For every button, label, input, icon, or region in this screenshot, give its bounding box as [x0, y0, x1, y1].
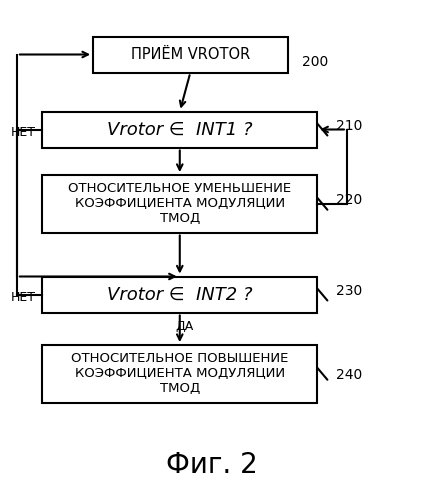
Text: 240: 240: [336, 368, 363, 382]
FancyBboxPatch shape: [42, 345, 317, 403]
Text: 200: 200: [302, 56, 329, 70]
FancyBboxPatch shape: [42, 276, 317, 312]
FancyBboxPatch shape: [42, 175, 317, 233]
Text: ДА: ДА: [175, 320, 193, 333]
Text: НЕТ: НЕТ: [11, 291, 36, 304]
Text: Фиг. 2: Фиг. 2: [166, 451, 257, 479]
Text: 210: 210: [336, 119, 363, 133]
Text: ОТНОСИТЕЛЬНОЕ УМЕНЬШЕНИЕ
КОЭФФИЦИЕНТА МОДУЛЯЦИИ
ТМОД: ОТНОСИТЕЛЬНОЕ УМЕНЬШЕНИЕ КОЭФФИЦИЕНТА МО…: [68, 182, 291, 225]
Text: ОТНОСИТЕЛЬНОЕ ПОВЫШЕНИЕ
КОЭФФИЦИЕНТА МОДУЛЯЦИИ
ТМОД: ОТНОСИТЕЛЬНОЕ ПОВЫШЕНИЕ КОЭФФИЦИЕНТА МОД…: [71, 352, 288, 395]
Text: НЕТ: НЕТ: [11, 126, 36, 139]
FancyBboxPatch shape: [42, 112, 317, 148]
Text: ПРИЁМ VROTOR: ПРИЁМ VROTOR: [131, 47, 250, 62]
FancyBboxPatch shape: [93, 36, 288, 72]
Text: 220: 220: [336, 193, 363, 207]
Text: Vrotor ∈  INT1 ?: Vrotor ∈ INT1 ?: [107, 120, 253, 138]
Text: Vrotor ∈  INT2 ?: Vrotor ∈ INT2 ?: [107, 286, 253, 304]
Text: 230: 230: [336, 284, 363, 298]
